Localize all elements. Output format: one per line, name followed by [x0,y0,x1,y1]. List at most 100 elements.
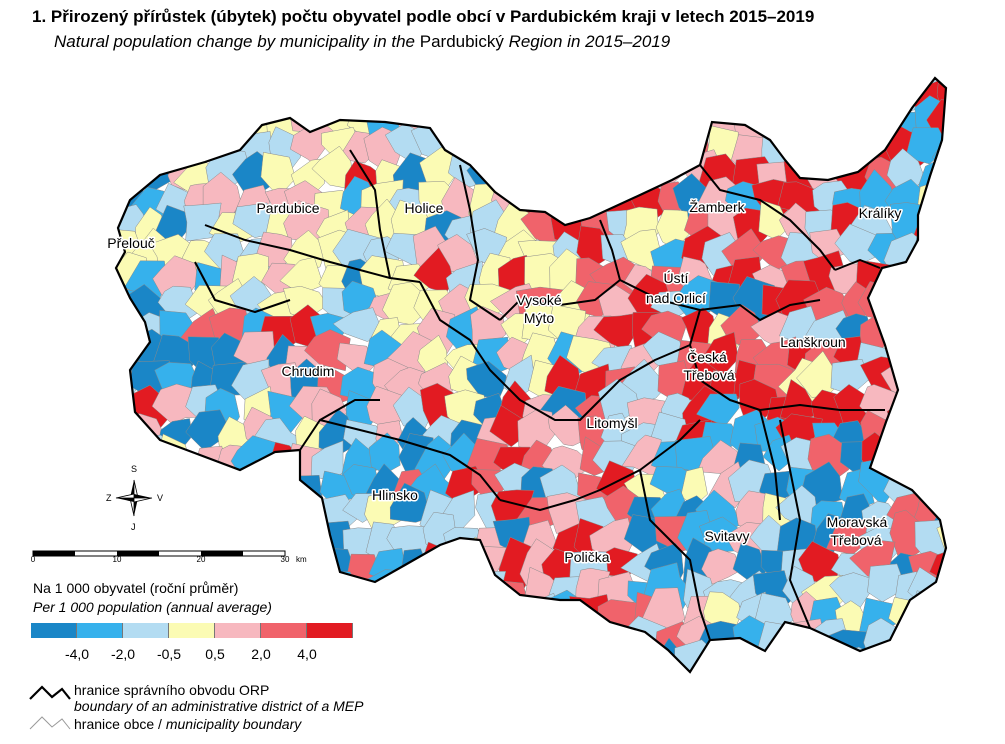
legend-swatch-3 [123,623,169,638]
municipality-polygon [419,619,458,660]
municipality-polygon [854,649,899,672]
municipality-polygon [530,616,569,658]
municipality-polygon [76,342,111,380]
municipality-polygon [888,430,925,476]
scale-bar [32,545,294,557]
municipality-polygon [287,521,330,564]
town-label: Žamberk [689,199,745,215]
legend-swatch-4 [169,623,215,638]
map-title: 1. Přirozený přírůstek (úbytek) počtu ob… [32,7,815,26]
municipality-polygon [217,78,253,81]
municipality-polygon [910,621,946,667]
town-label: Mýto [524,310,555,326]
municipality-polygon [880,78,930,93]
municipality-polygon [854,78,893,88]
town-label-halo: Lanškroun [780,334,845,350]
municipality-boundary-label-en: municipality boundary [165,716,302,732]
town-label: Ústí [664,270,689,286]
municipality-polygon [389,482,432,523]
municipality-polygon [130,101,174,145]
municipality-polygon [116,284,126,322]
municipality-polygon [649,142,688,186]
municipality-polygon [425,78,468,108]
municipality-polygon [933,448,946,492]
subtitle-part-3: Region in 2015–2019 [503,32,671,51]
municipality-polygon [935,150,946,197]
municipality-polygon [443,594,485,633]
municipality-polygon [622,130,674,170]
municipality-polygon [921,311,946,353]
municipality-polygon [626,160,667,194]
town-label-halo: Žamberk [689,199,745,215]
municipality-polygon [932,180,946,220]
municipality-polygon [913,388,946,429]
municipality-polygon [216,78,248,117]
municipality-polygon [825,518,868,555]
municipality-polygon [915,653,946,672]
municipality-boundary-label-cz: hranice obce / [74,716,166,732]
municipality-polygon [183,494,218,534]
municipality-polygon [412,78,456,87]
scale-label-30: 30 [280,555,290,564]
municipality-polygon [312,79,356,123]
municipality-polygon [499,624,542,670]
town-label: Chrudim [282,363,335,379]
municipality-polygon [116,175,120,228]
municipality-polygon [541,104,585,144]
municipality-boundary-label: hranice obce / municipality boundary [74,716,301,732]
municipality-polygon [746,645,799,672]
municipality-polygon [908,355,946,404]
municipality-polygon [775,104,824,145]
town-label: Třebová [683,367,735,383]
legend-swatches [31,623,353,638]
municipality-polygon [267,78,304,84]
town-label: nad Orlicí [646,290,706,306]
legend-break-3: -0,5 [156,646,182,662]
municipality-polygon [288,91,325,133]
municipality-polygon [151,105,197,143]
municipality-polygon [495,95,531,136]
municipality-polygon [579,120,617,166]
municipality-polygon [287,475,323,510]
municipality-polygon [810,135,854,172]
municipality-polygon [877,79,920,115]
municipality-polygon [629,78,670,121]
municipality-polygon [706,78,751,86]
municipality-polygon [910,345,946,376]
municipality-polygon [462,571,507,606]
municipality-polygon [933,650,946,672]
subtitle-part-2: Pardubický [419,32,504,51]
municipality-polygon [595,97,644,144]
municipality-polygon [734,78,778,112]
municipality-polygon [123,121,172,170]
municipality-polygon [439,78,482,84]
municipality-polygon [907,436,946,483]
municipality-polygon [116,317,126,355]
scale-label-20: 20 [196,555,206,564]
municipality-polygon [546,123,588,162]
municipality-polygon [932,331,946,384]
town-label: Pardubice [256,200,319,216]
legend-break-5: 2,0 [251,646,271,662]
municipality-polygon [442,620,483,655]
municipality-polygon [700,78,744,120]
municipality-polygon [116,358,118,409]
municipality-polygon [116,153,124,196]
municipality-polygon [160,78,198,121]
municipality-polygon [339,78,379,90]
municipality-polygon [786,78,828,94]
municipality-polygon [757,621,800,664]
map-subtitle: Natural population change by municipalit… [54,32,670,52]
scale-unit: km [296,555,307,564]
town-label-halo: Mýto [524,310,555,326]
municipality-polygon [232,202,278,238]
municipality-polygon [116,102,148,141]
municipality-polygon [946,209,983,244]
town-label-halo: Králíky [859,205,902,221]
town-label-halo: Přelouč [107,235,154,251]
municipality-polygon [397,78,440,101]
town-label: Litomyšl [586,415,637,431]
municipality-polygon [477,131,519,174]
municipality-polygon [293,82,339,119]
